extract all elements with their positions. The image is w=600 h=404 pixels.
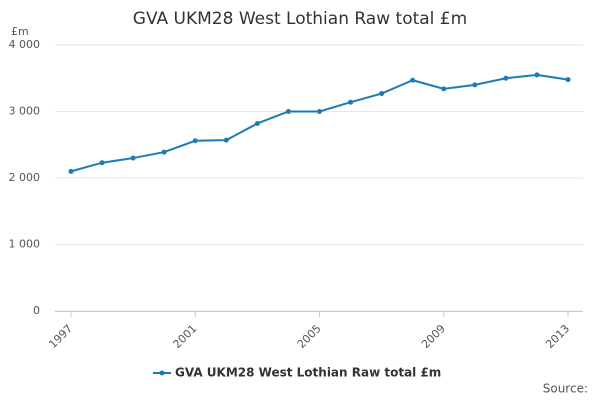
point [99,160,105,166]
point [503,75,509,81]
x-tick-label: 1997 [46,322,75,351]
line [70,73,569,173]
point [192,138,198,144]
x-tick-label: 2001 [171,322,200,351]
point [223,137,229,143]
point [472,82,478,88]
point [161,149,167,155]
point [68,168,74,174]
x-tick-label: 2009 [419,322,448,351]
legend-label: GVA UKM28 West Lothian Raw total £m [175,366,441,380]
point [534,72,540,78]
point [285,109,291,114]
chart-title: GVA UKM28 West Lothian Raw total £m [133,9,467,29]
y-tick-label: 4 000 [9,38,41,51]
point [348,99,354,105]
source: Source: [543,382,588,396]
point [130,155,136,161]
y-tick-label: 3 000 [9,105,41,118]
point [441,86,447,92]
x-tick-label: 2005 [295,322,324,351]
point [379,91,385,97]
y-tick-label: 0 [33,304,40,317]
x-tick-label: 2013 [543,322,572,351]
point [410,77,416,83]
y-unit: £m [11,25,29,38]
point [317,109,322,114]
legend-marker [159,370,165,376]
point [565,77,571,83]
point [254,120,260,126]
y-tick-label: 2 000 [9,171,41,184]
y-tick-label: 1 000 [9,238,41,251]
